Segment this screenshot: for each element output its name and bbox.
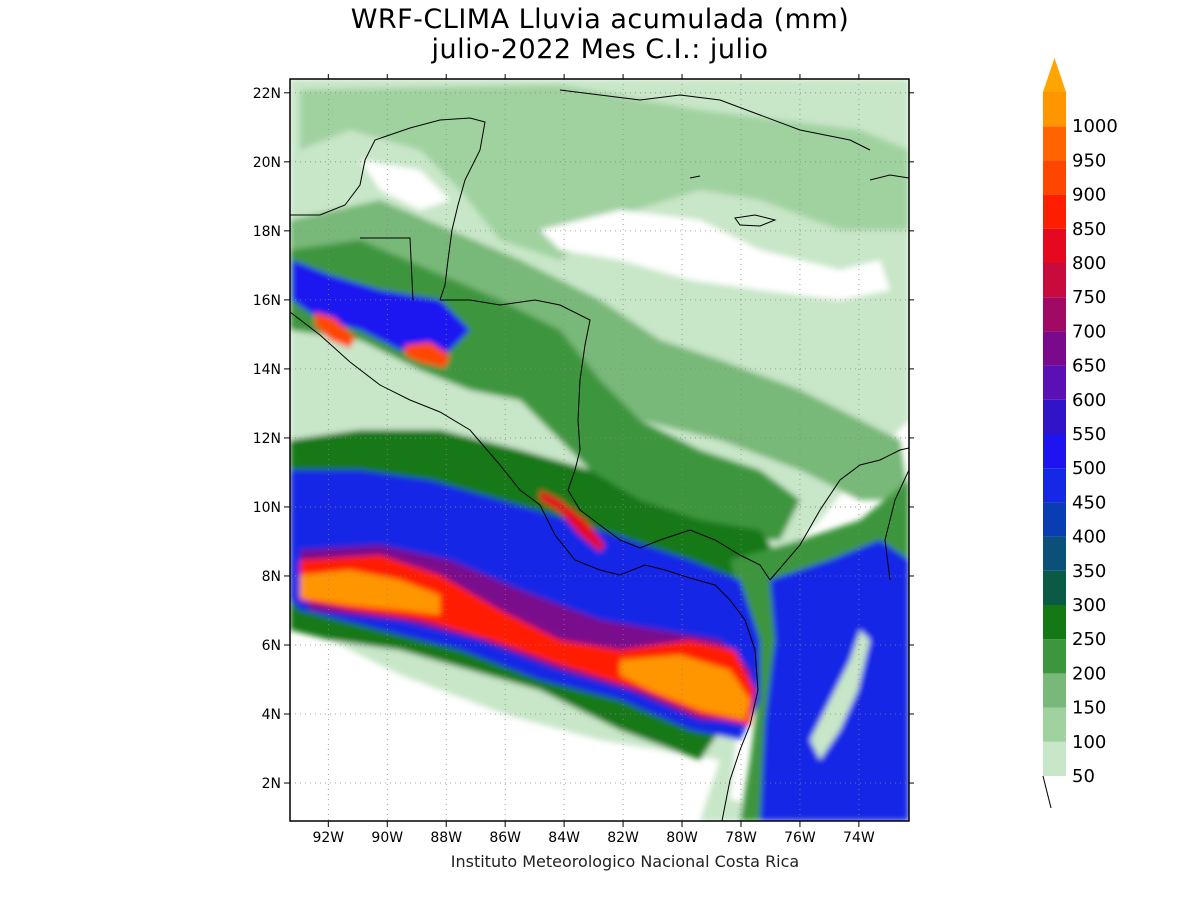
map-axes: 92W 90W 88W 86W 84W 82W 80W 78W 76W 74W 2N 4N 6N 8N 10…	[253, 74, 914, 846]
lat-tick-label: 12N	[253, 431, 281, 447]
lat-tick-label: 14N	[253, 362, 281, 378]
colorbar: 50 100 150 200 250 300 350 400 450 500 550 600 650 70…	[1042, 58, 1118, 809]
colorbar-swatch	[1043, 92, 1066, 127]
colorbar-label: 550	[1072, 424, 1106, 445]
lat-tick-label: 10N	[253, 500, 281, 516]
colorbar-swatch	[1043, 570, 1066, 605]
rain-region-colombia-dry	[810, 630, 870, 760]
lat-tick-label: 20N	[253, 155, 281, 171]
colorbar-swatch	[1043, 639, 1066, 674]
coastline-colombia-caribbean	[769, 447, 909, 581]
rain-region-light-2	[300, 85, 909, 260]
colorbar-label: 500	[1072, 458, 1106, 479]
colorbar-label: 150	[1072, 698, 1106, 719]
colorbar-swatch	[1043, 434, 1066, 469]
colorbar-swatch	[1043, 468, 1066, 503]
colorbar-label: 350	[1072, 561, 1106, 582]
coastline-pacific-central-america	[290, 311, 731, 601]
colorbar-label: 450	[1072, 492, 1106, 513]
lon-tick-label: 90W	[371, 830, 403, 846]
coastline-mexico-yucatan	[290, 117, 486, 301]
colorbar-swatch	[1043, 741, 1066, 776]
coastline-honduras-nicaragua	[440, 299, 591, 491]
lon-tick-label: 76W	[784, 830, 816, 846]
coastline-jamaica	[734, 214, 777, 227]
coastline-hispaniola	[869, 174, 909, 181]
lon-tick-label: 82W	[607, 830, 639, 846]
colorbar-top-arrow	[1043, 58, 1066, 92]
colorbar-label: 50	[1072, 766, 1095, 787]
dry-region-pacific	[290, 650, 700, 821]
colorbar-label: 250	[1072, 629, 1106, 650]
lon-tick-label: 84W	[548, 830, 580, 846]
colorbar-label: 100	[1072, 732, 1106, 753]
colorbar-label: 850	[1072, 219, 1106, 240]
colorbar-label: 700	[1072, 321, 1106, 342]
lon-tick-label: 86W	[489, 830, 521, 846]
lat-tick-label: 4N	[262, 707, 281, 723]
lat-tick-label: 18N	[253, 224, 281, 240]
colorbar-swatch	[1043, 605, 1066, 640]
rain-region-medium	[290, 200, 909, 500]
colorbar-label: 650	[1072, 356, 1106, 377]
lon-tick-label: 92W	[312, 830, 344, 846]
lon-tick-label: 74W	[843, 830, 875, 846]
colorbar-swatch	[1043, 160, 1066, 195]
colorbar-label: 300	[1072, 595, 1106, 616]
coastlines	[290, 89, 909, 821]
colorbar-swatch	[1043, 673, 1066, 708]
border-colombia-venezuela	[884, 469, 909, 581]
coastline-cayman	[689, 175, 701, 179]
colorbar-label: 1000	[1072, 116, 1118, 137]
rain-region-cr-mountains	[540, 490, 605, 552]
lat-tick-label: 22N	[253, 86, 281, 102]
map-subtitle: julio-2022 Mes C.I.: julio	[431, 34, 769, 65]
colorbar-label: 600	[1072, 390, 1106, 411]
rain-region-orange-east	[620, 655, 750, 720]
colorbar-swatch	[1043, 194, 1066, 229]
colorbar-swatch	[1043, 331, 1066, 366]
colorbar-swatch	[1043, 502, 1066, 537]
colorbar-label: 900	[1072, 185, 1106, 206]
lat-tick-label: 16N	[253, 293, 281, 309]
rain-region-colombia-cells	[760, 540, 909, 821]
colorbar-swatch	[1043, 536, 1066, 571]
colorbar-swatch	[1043, 365, 1066, 400]
colorbar-bottom-tail	[1042, 775, 1052, 809]
precipitation-map	[290, 79, 909, 821]
colorbar-swatch	[1043, 126, 1066, 161]
coastline-costa-rica-panama	[567, 489, 771, 581]
rain-region-honduras	[405, 342, 450, 368]
colorbar-label: 950	[1072, 150, 1106, 171]
colorbar-swatch	[1043, 707, 1066, 742]
dry-region-yucatan	[360, 160, 450, 210]
dry-region-caribbean	[540, 210, 890, 300]
lon-tick-label: 80W	[666, 830, 698, 846]
colorbar-label: 800	[1072, 253, 1106, 274]
institution-credit: Instituto Meteorologico Nacional Costa R…	[450, 852, 800, 871]
lon-tick-label: 88W	[430, 830, 462, 846]
colorbar-label: 400	[1072, 527, 1106, 548]
rain-region-orange-west	[300, 570, 440, 615]
coastline-cuba	[559, 89, 871, 151]
colorbar-label: 200	[1072, 663, 1106, 684]
rain-region-blue-north	[292, 260, 470, 360]
border-guatemala-mexico	[360, 237, 414, 301]
lat-tick-label: 8N	[262, 569, 281, 585]
lat-tick-label: 2N	[262, 776, 281, 792]
map-frame	[289, 78, 910, 822]
colorbar-label: 750	[1072, 287, 1106, 308]
lon-tick-label: 78W	[725, 830, 757, 846]
gridlines	[290, 79, 909, 821]
colorbar-swatch	[1043, 297, 1066, 332]
coastline-colombia-pacific	[721, 599, 759, 821]
colorbar-swatch	[1043, 399, 1066, 434]
colorbar-swatch	[1043, 263, 1066, 298]
lat-tick-label: 6N	[262, 638, 281, 654]
colorbar-swatch	[1043, 228, 1066, 263]
map-title: WRF-CLIMA Lluvia acumulada (mm)	[350, 4, 850, 35]
rain-region-guatemala	[315, 312, 355, 348]
